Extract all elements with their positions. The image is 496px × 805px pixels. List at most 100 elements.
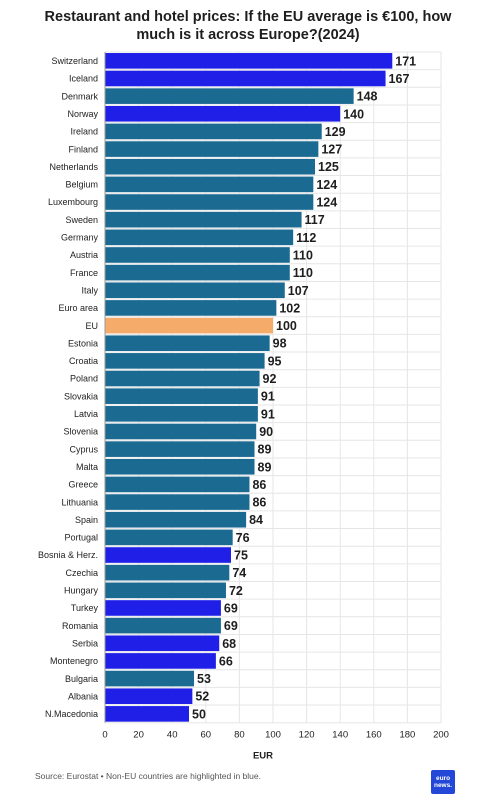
category-label: Austria [70,250,98,260]
data-label: 117 [305,213,325,227]
x-tick-label: 20 [133,730,144,741]
data-label: 72 [229,584,243,598]
x-tick-label: 40 [167,730,178,741]
x-tick-label: 140 [332,730,348,741]
bar [105,617,221,634]
bar [105,141,319,157]
category-label: France [70,268,98,278]
data-label: 110 [293,248,313,262]
bar [105,582,226,599]
x-tick-label: 80 [234,730,245,741]
logo-line-2: news. [433,782,453,789]
data-label: 52 [195,690,209,704]
data-label: 148 [357,90,378,104]
bar [105,194,314,210]
data-label: 69 [224,619,238,633]
data-label: 76 [236,531,250,545]
data-label: 68 [222,637,236,651]
data-label: 90 [259,425,273,439]
x-tick-label: 200 [433,730,449,741]
bar [105,423,257,440]
category-label: Montenegro [50,656,98,666]
x-tick-label: 160 [366,730,382,741]
bar [105,282,285,299]
bar [105,317,273,334]
data-label: 91 [261,407,275,421]
x-axis-label: EUR [253,751,273,762]
data-label: 75 [234,549,248,563]
data-label: 66 [219,654,233,668]
category-label: Czechia [65,568,98,578]
data-label: 124 [316,178,337,192]
data-label: 112 [296,231,316,245]
category-label: Lithuania [61,497,98,507]
bar [105,335,270,352]
data-label: 89 [258,443,272,457]
category-label: Norway [67,109,98,119]
data-label: 92 [263,372,277,386]
data-label: 125 [318,160,339,174]
category-label: Malta [76,462,98,472]
x-tick-label: 0 [102,730,107,741]
x-tick-label: 100 [265,730,281,741]
category-label: Greece [68,480,98,490]
data-label: 100 [276,319,297,333]
bar [105,653,216,669]
source-note: Source: Eurostat • Non-EU countries are … [35,771,261,781]
category-label: Netherlands [49,162,98,172]
bar [105,529,233,546]
category-label: Germany [61,233,99,243]
data-label: 69 [224,601,238,615]
category-label: Cyprus [69,444,98,454]
category-label: Finland [68,144,98,154]
bar [105,211,302,228]
bar [105,70,386,87]
category-label: Turkey [71,603,99,613]
category-label: Sweden [65,215,98,225]
data-label: 86 [252,496,266,510]
data-label: 84 [249,513,263,527]
data-label: 140 [343,107,364,121]
bar [105,688,193,705]
category-label: Italy [81,285,98,295]
logo-line-1: euro [435,775,451,782]
category-label: N.Macedonia [45,709,98,719]
category-label: Portugal [64,533,98,543]
data-label: 95 [268,354,282,368]
bar [105,547,231,563]
data-label: 110 [293,266,313,280]
bar [105,600,221,616]
bar [105,511,247,528]
bar [105,370,260,387]
data-label: 74 [232,566,246,580]
category-label: Slovenia [63,427,98,437]
data-label: 91 [261,390,275,404]
category-label: Romania [62,621,98,631]
bar [105,635,220,652]
bar [105,264,290,281]
bar [105,353,265,369]
data-label: 107 [288,284,309,298]
category-label: Slovakia [64,391,98,401]
category-label: Albania [68,691,98,701]
data-label: 124 [316,196,337,210]
category-label: Belgium [65,180,98,190]
category-label: Luxembourg [48,197,98,207]
category-label: Poland [70,374,98,384]
category-label: Croatia [69,356,98,366]
category-label: Serbia [72,638,98,648]
category-label: Ireland [70,127,98,137]
bar [105,494,250,510]
category-label: Latvia [74,409,98,419]
data-label: 89 [258,460,272,474]
data-label: 171 [395,54,416,68]
category-label: Euro area [58,303,98,313]
bar [105,176,314,193]
category-label: Denmark [61,91,98,101]
bar [105,247,290,263]
category-label: Bosnia & Herz. [38,550,98,560]
bar [105,53,393,69]
bar [105,158,315,175]
bar [105,88,354,104]
